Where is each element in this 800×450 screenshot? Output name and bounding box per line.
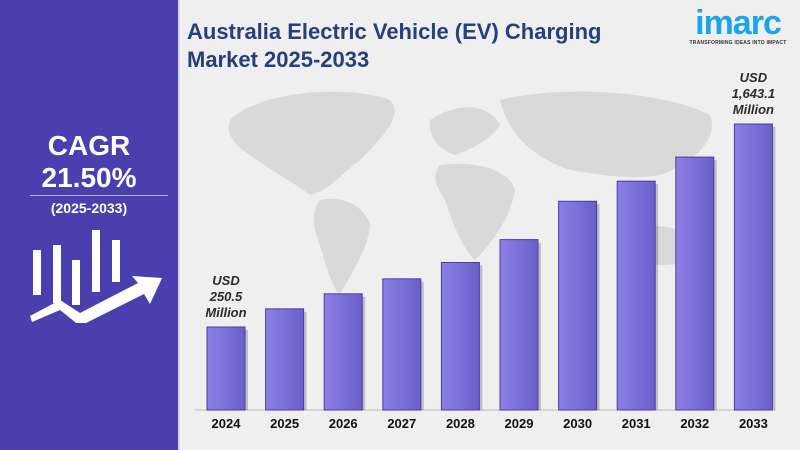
data-label-2033: USD 1,643.1 Million — [708, 70, 798, 118]
bar-2028 — [440, 261, 480, 411]
x-tick-label: 2032 — [680, 416, 709, 431]
cagr-value: 21.50% — [41, 162, 137, 193]
data-label-line: Million — [732, 102, 774, 117]
bar-2027 — [382, 278, 422, 411]
imarc-logo: imarc TRANSFORMING IDEAS INTO IMPACT — [682, 6, 794, 46]
data-label-line: USD — [212, 273, 240, 288]
data-label-line: 1,643.1 — [731, 86, 776, 101]
data-label-line: 250.5 — [209, 289, 243, 304]
growth-chart-icon — [30, 230, 162, 323]
x-tick-label: 2028 — [446, 416, 475, 431]
bar-2026 — [323, 293, 363, 411]
chart-title: Australia Electric Vehicle (EV) Charging… — [187, 19, 602, 72]
x-tick-label: 2033 — [739, 416, 768, 431]
x-tick-label: 2027 — [387, 416, 416, 431]
x-tick-label: 2031 — [622, 416, 651, 431]
bar-2031 — [616, 180, 656, 411]
bar-2029 — [499, 239, 539, 411]
bar-2033 — [733, 123, 773, 411]
data-label-line: USD — [739, 70, 768, 85]
bar-2024 — [206, 326, 246, 411]
x-tick-label: 2025 — [270, 416, 299, 431]
x-tick-label: 2030 — [563, 416, 592, 431]
divider — [30, 195, 168, 196]
x-tick-label: 2029 — [505, 416, 534, 431]
logo-wordmark: imarc — [695, 4, 782, 42]
data-label-2024: USD 250.5 Million — [181, 273, 271, 321]
bar-2025 — [265, 308, 305, 411]
cagr-period: (2025-2033) — [50, 200, 128, 216]
data-label-line: Million — [205, 305, 247, 320]
cagr-panel: CAGR 21.50% (2025-2033) — [0, 0, 180, 450]
cagr-label: CAGR — [47, 130, 131, 161]
x-tick-label: 2024 — [212, 416, 242, 431]
bar-2032 — [675, 156, 715, 411]
logo-tagline: TRANSFORMING IDEAS INTO IMPACT — [689, 40, 787, 46]
x-tick-label: 2026 — [329, 416, 358, 431]
bar-2030 — [558, 200, 598, 411]
